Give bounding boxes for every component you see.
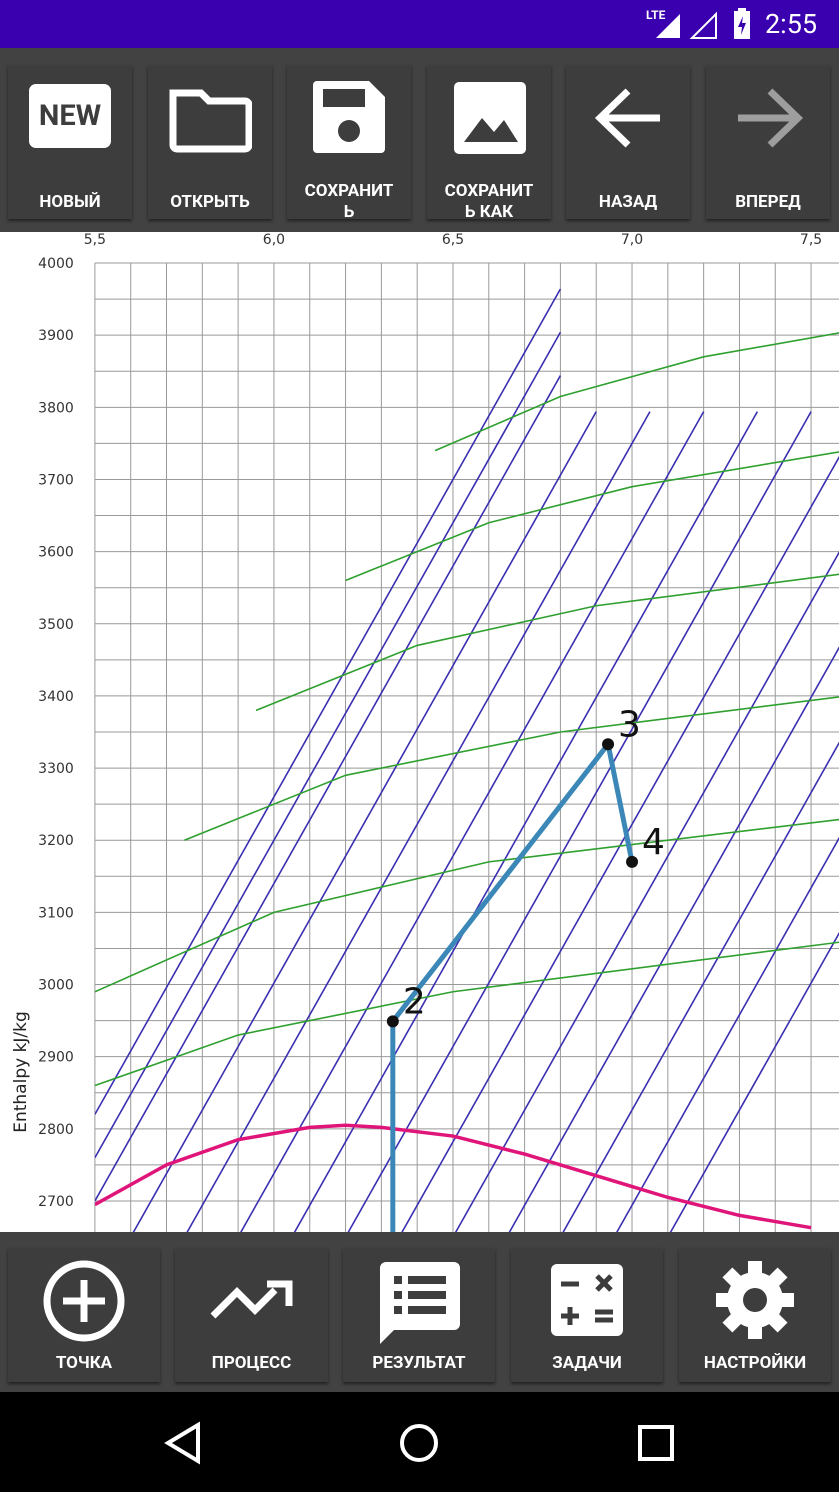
network-label: LTE bbox=[646, 8, 666, 22]
new-icon: NEW bbox=[29, 84, 111, 148]
axis-labels: 5,5 6,0 6,5 7,0 7,5 2700 2800 2900 3000 3100 3200 3… bbox=[38, 232, 822, 1210]
process-line bbox=[390, 738, 635, 1232]
toolbar: NEW НОВЫЙ ОТКРЫТЬ СОХРАНИТЬ СОХРАНИТЬ КА… bbox=[0, 48, 839, 232]
save-as-button[interactable]: СОХРАНИТЬ КАК bbox=[427, 65, 551, 222]
y-tick-label: 3600 bbox=[38, 545, 74, 561]
y-tick-label: 3400 bbox=[38, 689, 74, 705]
list-icon bbox=[380, 1262, 460, 1344]
process-point bbox=[386, 1015, 399, 1028]
isobar bbox=[508, 646, 839, 1232]
calculator-icon bbox=[551, 1264, 623, 1336]
process-point bbox=[626, 855, 639, 868]
process-button[interactable]: ПРОЦЕСС bbox=[175, 1248, 328, 1382]
status-bar: LTE 2:55 bbox=[0, 0, 839, 48]
status-icons bbox=[656, 11, 717, 39]
isobar bbox=[240, 411, 705, 1232]
x-tick-label: 6,5 bbox=[442, 232, 464, 248]
isotherm bbox=[345, 451, 839, 582]
navigation-bar bbox=[0, 1392, 839, 1492]
button-label: ПРОЦЕСС bbox=[211, 1353, 292, 1373]
clock: 2:55 bbox=[765, 8, 818, 40]
isotherm bbox=[184, 696, 839, 841]
isobar bbox=[293, 411, 759, 1232]
isotherm bbox=[255, 573, 839, 712]
button-label: СОХРАНИТЬ КАК bbox=[444, 181, 534, 222]
button-label: НАЗАД bbox=[598, 191, 658, 212]
button-label: РЕЗУЛЬТАТ bbox=[372, 1353, 466, 1373]
isobar bbox=[401, 455, 839, 1232]
result-button[interactable]: РЕЗУЛЬТАТ bbox=[343, 1248, 495, 1382]
button-label: СОХРАНИТЬ bbox=[304, 181, 394, 222]
y-tick-label: 3300 bbox=[38, 761, 74, 777]
button-label: НАСТРОЙКИ bbox=[703, 1353, 807, 1373]
isobar bbox=[95, 375, 562, 1202]
forward-arrow bbox=[738, 88, 804, 148]
x-tick-label: 7,0 bbox=[621, 232, 643, 248]
saturation-line bbox=[95, 1123, 812, 1230]
save-icon bbox=[313, 81, 385, 153]
forward-button[interactable]: ВПЕРЕД bbox=[706, 65, 830, 219]
x-tick-label: 5,5 bbox=[84, 232, 106, 248]
isobar bbox=[95, 288, 562, 1115]
button-label: НОВЫЙ bbox=[39, 191, 101, 212]
y-tick-label: 2700 bbox=[38, 1194, 74, 1210]
button-label: ЗАДАЧИ bbox=[552, 1353, 622, 1373]
isotherm bbox=[95, 818, 839, 993]
point-button[interactable]: ТОЧКА bbox=[8, 1248, 160, 1382]
grid bbox=[94, 262, 839, 1232]
open-button[interactable]: ОТКРЫТЬ bbox=[148, 65, 272, 219]
y-tick-label: 2800 bbox=[38, 1122, 74, 1138]
isobar bbox=[669, 931, 839, 1232]
folder-icon bbox=[169, 89, 252, 153]
y-tick-label: 3900 bbox=[38, 328, 74, 344]
back-arrow bbox=[594, 88, 660, 148]
back-button[interactable]: НАЗАД bbox=[566, 65, 690, 219]
button-label: ТОЧКА bbox=[55, 1353, 113, 1373]
save-button[interactable]: СОХРАНИТЬ bbox=[287, 65, 411, 222]
isobar bbox=[186, 411, 651, 1232]
y-tick-label: 4000 bbox=[38, 256, 74, 272]
settings-button[interactable]: НАСТРОЙКИ bbox=[679, 1248, 831, 1382]
y-axis-label: Enthalpy kJ/kg bbox=[11, 1011, 31, 1133]
bottom-bar: ТОЧКА ПРОЦЕСС РЕЗУЛЬТАТ ЗАДАЧИ НАСТРОЙКИ bbox=[0, 1232, 839, 1392]
x-tick-label: 7,5 bbox=[800, 232, 822, 248]
isobar bbox=[616, 836, 839, 1232]
process-point bbox=[602, 738, 615, 751]
tasks-button[interactable]: ЗАДАЧИ bbox=[511, 1248, 663, 1382]
y-tick-label: 3500 bbox=[38, 617, 74, 633]
point-label: 3 bbox=[618, 704, 641, 745]
isotherm bbox=[434, 332, 839, 452]
y-tick-label: 2900 bbox=[38, 1050, 74, 1066]
y-tick-label: 3000 bbox=[38, 978, 74, 994]
nav-icons bbox=[164, 1421, 674, 1465]
new-button[interactable]: NEW НОВЫЙ bbox=[8, 65, 132, 219]
trend-icon bbox=[210, 1280, 293, 1319]
gear-icon bbox=[715, 1260, 795, 1340]
y-tick-label: 3200 bbox=[38, 833, 74, 849]
button-label: ВПЕРЕД bbox=[735, 191, 801, 212]
battery-icon bbox=[734, 8, 750, 39]
isotherm bbox=[95, 941, 839, 1087]
y-tick-label: 3700 bbox=[38, 472, 74, 488]
isobar bbox=[132, 411, 597, 1232]
point-label: 4 bbox=[642, 822, 665, 863]
isobar bbox=[562, 741, 839, 1232]
isobar bbox=[454, 550, 839, 1232]
y-tick-label: 3100 bbox=[38, 905, 74, 921]
image-icon bbox=[454, 82, 526, 154]
isobar bbox=[95, 331, 562, 1159]
y-tick-label: 3800 bbox=[38, 400, 74, 416]
diagram-lines: 2 3 4 bbox=[95, 288, 839, 1232]
isobar bbox=[347, 411, 812, 1232]
button-label: ОТКРЫТЬ bbox=[170, 191, 250, 212]
add-icon bbox=[43, 1260, 125, 1342]
mollier-diagram: 2 3 4 5,5 6,0 6,5 7,0 7,5 2700 2800 2900 3000 3100 3… bbox=[11, 232, 839, 1232]
x-tick-label: 6,0 bbox=[263, 232, 285, 248]
point-label: 2 bbox=[403, 981, 426, 1022]
